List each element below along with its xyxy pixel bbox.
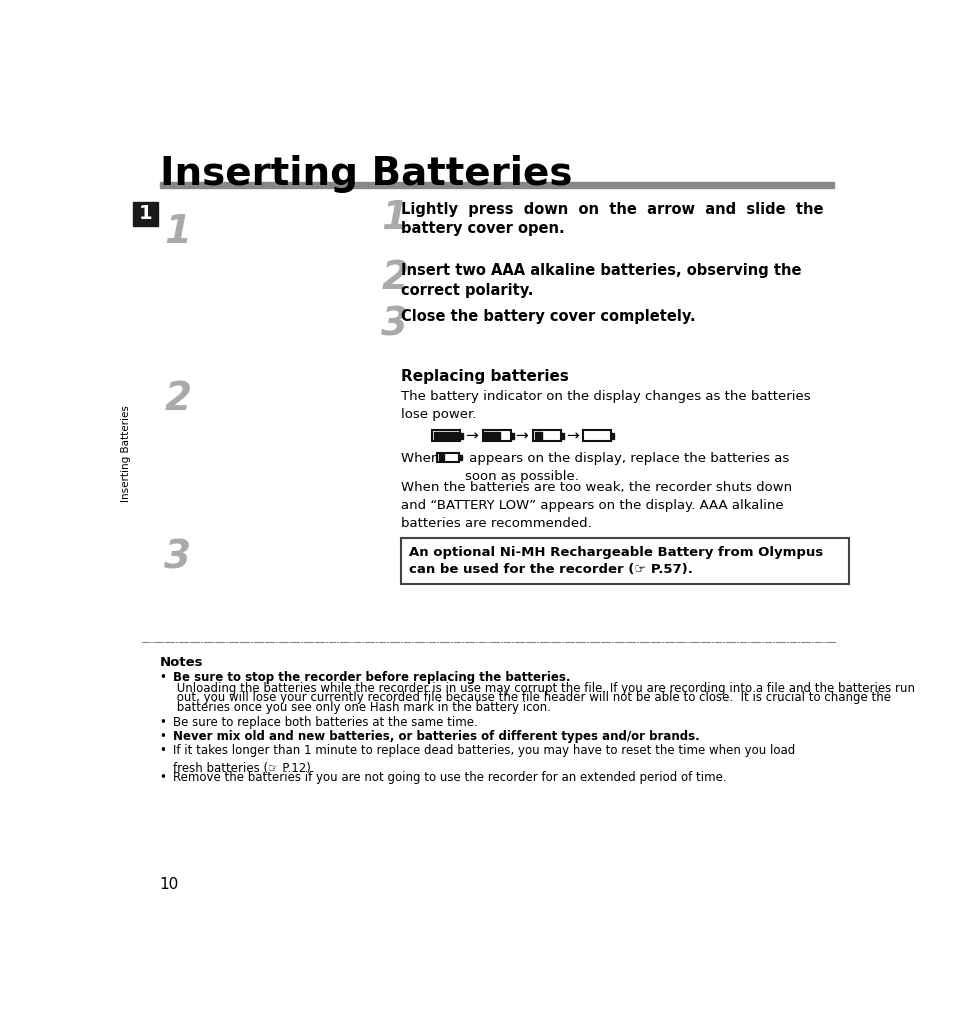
Text: 1: 1 [381,200,408,237]
Text: Replacing batteries: Replacing batteries [401,369,569,384]
Bar [432,430,459,441]
Text: 10: 10 [159,877,178,892]
Text: Unloading the batteries while the recorder is in use may corrupt the file. If yo: Unloading the batteries while the record… [173,682,915,695]
Text: 2: 2 [164,380,191,418]
Text: Be sure to stop the recorder before replacing the batteries.: Be sure to stop the recorder before repl… [173,672,571,685]
Bar [510,433,513,439]
Text: appears on the display, replace the batteries as
soon as possible.: appears on the display, replace the batt… [464,451,788,483]
Text: When: When [401,451,443,465]
Text: 2: 2 [381,260,408,298]
Text: Inserting Batteries: Inserting Batteries [159,155,572,193]
Text: Inserting Batteries: Inserting Batteries [121,405,132,501]
Text: out, you will lose your currently recorded file because the file header will not: out, you will lose your currently record… [173,691,890,704]
Bar [458,454,461,460]
Bar [434,432,441,439]
Bar [441,432,449,439]
Text: Notes: Notes [159,656,203,668]
Bar [560,433,563,439]
Text: 3: 3 [381,306,408,343]
Bar [133,202,158,226]
Text: 1: 1 [138,205,152,223]
Text: →: → [515,428,527,443]
Bar [436,452,458,462]
Text: 1: 1 [164,213,191,251]
Bar [611,433,614,439]
Text: →: → [565,428,578,443]
Text: The battery indicator on the display changes as the batteries
lose power.: The battery indicator on the display cha… [401,390,810,421]
Text: Close the battery cover completely.: Close the battery cover completely. [401,310,696,324]
Text: •: • [159,672,166,685]
Text: •: • [159,730,166,743]
Text: •: • [159,771,166,785]
Bar [533,430,560,441]
Text: Be sure to replace both batteries at the same time.: Be sure to replace both batteries at the… [173,716,477,729]
Text: Insert two AAA alkaline batteries, observing the
correct polarity.: Insert two AAA alkaline batteries, obser… [401,263,801,298]
Bar [459,433,463,439]
Text: When the batteries are too weak, the recorder shuts down
and “BATTERY LOW” appea: When the batteries are too weak, the rec… [401,481,792,530]
Bar [484,432,491,439]
Bar [492,432,499,439]
Bar [450,432,457,439]
Text: can be used for the recorder (☞ P.57).: can be used for the recorder (☞ P.57). [409,562,692,576]
Text: batteries once you see only one Hash mark in the battery icon.: batteries once you see only one Hash mar… [173,700,551,713]
Bar [401,538,848,584]
Bar [159,182,833,187]
Text: •: • [159,716,166,729]
Bar [583,430,611,441]
Text: If it takes longer than 1 minute to replace dead batteries, you may have to rese: If it takes longer than 1 minute to repl… [173,744,795,774]
Bar [534,432,541,439]
Bar [482,430,510,441]
Text: An optional Ni-MH Rechargeable Battery from Olympus: An optional Ni-MH Rechargeable Battery f… [409,546,822,558]
Text: •: • [159,744,166,757]
Text: →: → [464,428,477,443]
Text: Never mix old and new batteries, or batteries of different types and/or brands.: Never mix old and new batteries, or batt… [173,730,700,743]
Bar [438,454,443,461]
Text: Remove the batteries if you are not going to use the recorder for an extended pe: Remove the batteries if you are not goin… [173,771,726,785]
Text: 3: 3 [164,538,191,576]
Text: Lightly  press  down  on  the  arrow  and  slide  the
battery cover open.: Lightly press down on the arrow and slid… [401,202,823,236]
